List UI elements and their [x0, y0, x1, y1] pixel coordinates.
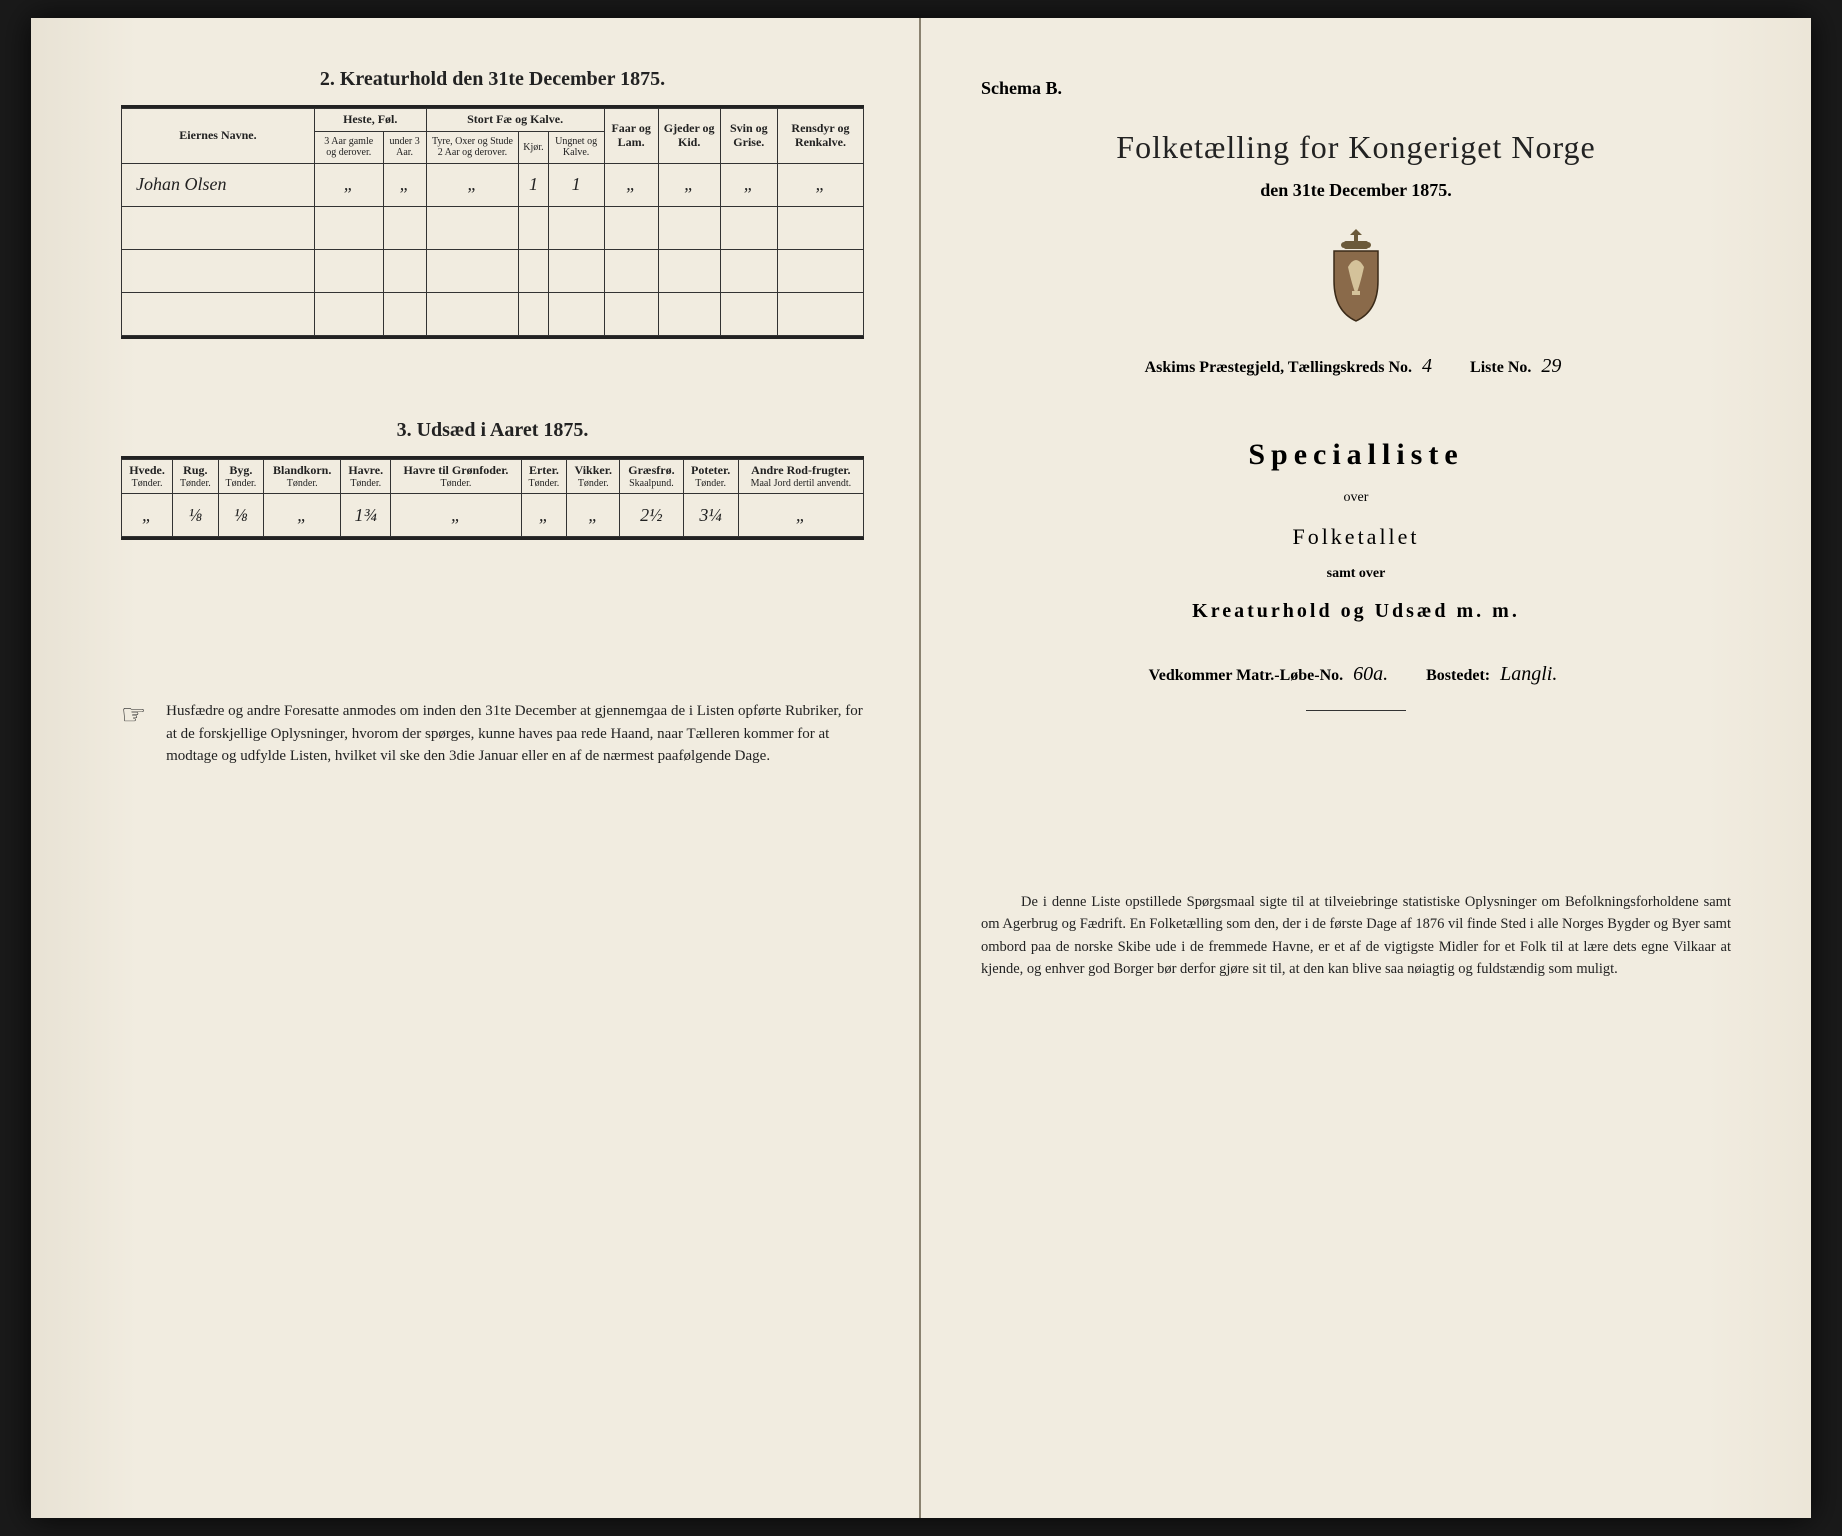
cell-goats: „: [658, 163, 720, 206]
kreatur-line: Kreaturhold og Udsæd m. m.: [981, 600, 1731, 623]
table2-empty-row: [122, 292, 864, 335]
cell-c1: „: [426, 163, 519, 206]
book-spread: 2. Kreaturhold den 31te December 1875. E…: [31, 18, 1811, 1518]
owner-name: Johan Olsen: [122, 163, 315, 206]
matr-label: Vedkommer Matr.-Løbe-No.: [1149, 667, 1344, 684]
c10: Poteter.Tønder.: [683, 459, 738, 493]
parish-label: Askims Præstegjeld, Tællingskreds No.: [1145, 359, 1412, 376]
v3: ⅛: [218, 494, 264, 537]
v9: 2½: [620, 494, 683, 537]
c1: Hvede.Tønder.: [122, 459, 173, 493]
v1: „: [122, 494, 173, 537]
v2: ⅛: [173, 494, 219, 537]
cell-h1: „: [314, 163, 383, 206]
col-c2: Kjør.: [519, 131, 548, 163]
manicule-icon: ☞: [121, 700, 146, 768]
list-label: Liste No.: [1470, 359, 1531, 376]
parish-no: 4: [1416, 355, 1438, 377]
census-date: den 31te December 1875.: [981, 180, 1731, 201]
v5: 1¾: [341, 494, 391, 537]
grp-cattle: Stort Fæ og Kalve.: [426, 109, 604, 132]
v4: „: [264, 494, 341, 537]
c2: Rug.Tønder.: [173, 459, 219, 493]
table2-empty-row: [122, 206, 864, 249]
udsaed-table: Hvede.Tønder. Rug.Tønder. Byg.Tønder. Bl…: [121, 459, 864, 537]
divider: [1306, 710, 1406, 711]
table3-wrap: Hvede.Tønder. Rug.Tønder. Byg.Tønder. Bl…: [121, 456, 864, 540]
col-c3: Ungnet og Kalve.: [548, 131, 604, 163]
v6: „: [391, 494, 521, 537]
folketallet: Folketallet: [981, 524, 1731, 550]
section2-title: 2. Kreaturhold den 31te December 1875.: [121, 68, 864, 91]
v10: 3¼: [683, 494, 738, 537]
matr-line: Vedkommer Matr.-Løbe-No. 60a. Bostedet: …: [981, 663, 1731, 686]
cell-h2: „: [383, 163, 426, 206]
specialliste: Specialliste: [981, 438, 1731, 472]
table2-row1: Johan Olsen „ „ „ 1 1 „ „ „ „: [122, 163, 864, 206]
matr-no: 60a.: [1347, 663, 1394, 685]
col-c1: Tyre, Oxer og Stude 2 Aar og derover.: [426, 131, 519, 163]
left-page: 2. Kreaturhold den 31te December 1875. E…: [31, 18, 921, 1518]
over-label: over: [981, 490, 1731, 506]
col-h2: under 3 Aar.: [383, 131, 426, 163]
c11: Andre Rod-frugter.Maal Jord dertil anven…: [738, 459, 863, 493]
main-title: Folketælling for Kongeriget Norge: [981, 129, 1731, 166]
right-footer-text: De i denne Liste opstillede Spørgsmaal s…: [981, 891, 1731, 981]
grp-horses: Heste, Føl.: [314, 109, 426, 132]
cell-rein: „: [777, 163, 863, 206]
c6: Havre til Grønfoder.Tønder.: [391, 459, 521, 493]
c7: Erter.Tønder.: [521, 459, 567, 493]
col-pigs: Svin og Grise.: [720, 109, 777, 164]
table2-empty-row: [122, 249, 864, 292]
table2-wrap: Eiernes Navne. Heste, Føl. Stort Fæ og K…: [121, 105, 864, 339]
cell-pigs: „: [720, 163, 777, 206]
col-h1: 3 Aar gamle og derover.: [314, 131, 383, 163]
c9: Græsfrø.Skaalpund.: [620, 459, 683, 493]
v11: „: [738, 494, 863, 537]
table3-row: „ ⅛ ⅛ „ 1¾ „ „ „ 2½ 3¼ „: [122, 494, 864, 537]
col-sheep: Faar og Lam.: [604, 109, 658, 164]
samt-over: samt over: [981, 566, 1731, 582]
c3: Byg.Tønder.: [218, 459, 264, 493]
left-footer-text: Husfædre og andre Foresatte anmodes om i…: [166, 700, 864, 768]
cell-c2: 1: [519, 163, 548, 206]
cell-c3: 1: [548, 163, 604, 206]
bosted-label: Bostedet:: [1426, 667, 1490, 684]
c5: Havre.Tønder.: [341, 459, 391, 493]
c8: Vikker.Tønder.: [567, 459, 620, 493]
section3-title: 3. Udsæd i Aaret 1875.: [121, 419, 864, 442]
cell-sheep: „: [604, 163, 658, 206]
col-owner: Eiernes Navne.: [122, 109, 315, 164]
col-reindeer: Rensdyr og Renkalve.: [777, 109, 863, 164]
coat-of-arms-icon: [1316, 227, 1396, 327]
schema-label: Schema B.: [981, 78, 1731, 99]
c4: Blandkorn.Tønder.: [264, 459, 341, 493]
list-no: 29: [1535, 355, 1567, 377]
right-page: Schema B. Folketælling for Kongeriget No…: [921, 18, 1811, 1518]
v8: „: [567, 494, 620, 537]
parish-line: Askims Præstegjeld, Tællingskreds No. 4 …: [981, 355, 1731, 378]
bosted: Langli.: [1494, 663, 1563, 685]
v7: „: [521, 494, 567, 537]
col-goats: Gjeder og Kid.: [658, 109, 720, 164]
kreaturhold-table: Eiernes Navne. Heste, Føl. Stort Fæ og K…: [121, 108, 864, 336]
left-footer: ☞ Husfædre og andre Foresatte anmodes om…: [121, 700, 864, 768]
